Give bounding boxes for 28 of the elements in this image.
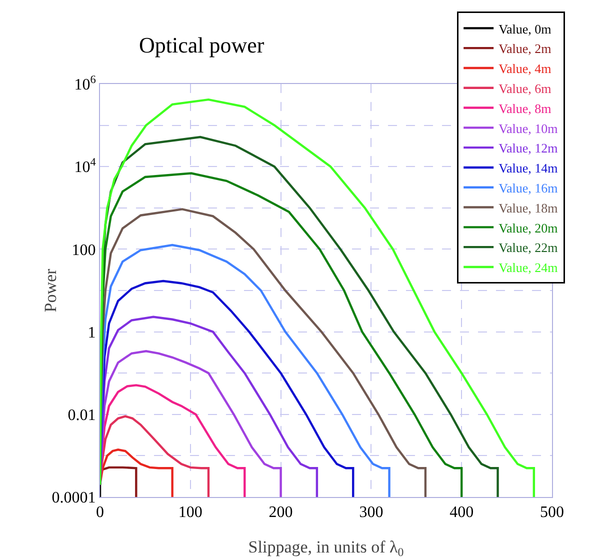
legend-label: Value, 24m [498,260,558,276]
legend-label: Value, 0m [498,21,552,36]
y-tick-label: 10$^{6}$ [74,74,96,94]
legend-label: Value, 14m [498,160,558,176]
legend-label: Value, 10m [498,120,558,136]
y-tick-label: 100 [72,242,96,259]
x-tick-label: 0 [96,504,104,522]
legend-label: Value, 22m [498,240,558,256]
y-tick-label: 10$^{4}$ [74,156,96,176]
legend-label: Value, 16m [498,180,558,196]
x-tick-label: 300 [359,504,384,522]
x-tick-label: 100 [178,504,202,522]
y-tick-label: 1 [88,324,96,342]
legend-label: Value, 6m [498,80,552,96]
legend-label: Value, 12m [498,140,558,156]
legend-label: Value, 8m [498,100,552,116]
x-axis-title: Slippage, in units of λ$_{0}$ [248,537,404,559]
x-tick-label: 400 [450,504,474,522]
y-tick-label: 0.0001 [52,490,96,507]
x-tick-label: 200 [268,504,293,522]
y-axis-title: Power [41,268,60,312]
legend-label: Value, 2m [498,41,552,56]
x-tick-label: 500 [540,504,564,522]
y-tick-label: 0.01 [68,407,96,424]
chart-title: Optical power [139,32,265,58]
legend-label: Value, 18m [498,200,558,216]
legend-label: Value, 4m [498,61,552,76]
legend-label: Value, 20m [498,220,558,236]
